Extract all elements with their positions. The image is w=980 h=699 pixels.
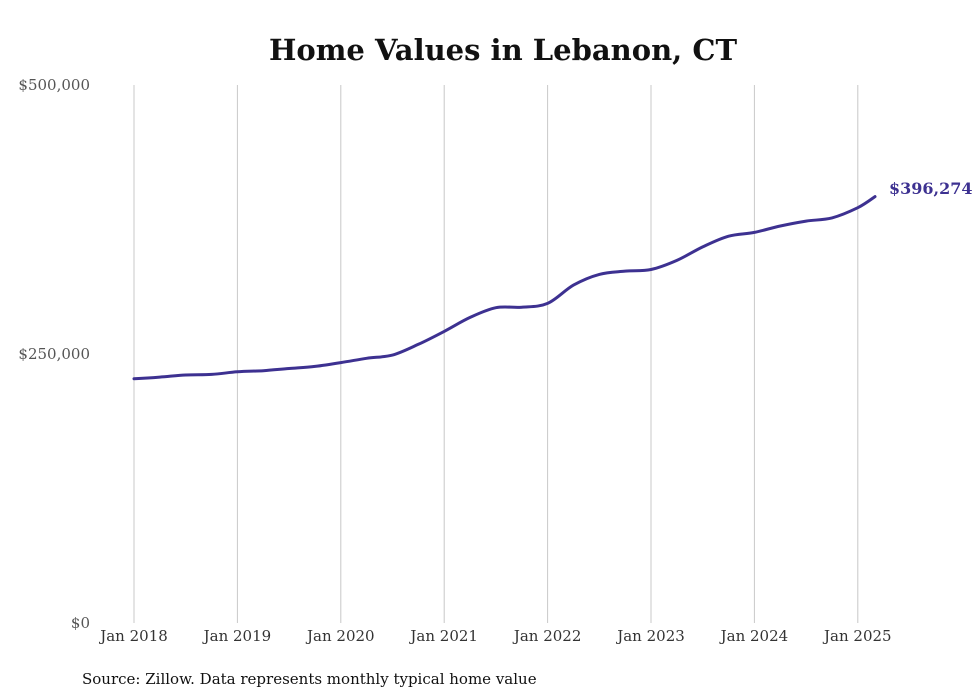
grid-lines (133, 85, 859, 623)
end-value-label: $396,274 (889, 179, 973, 198)
y-axis-ticks: $0 $250,000 $500,000 (18, 76, 90, 632)
x-tick-label: Jan 2021 (408, 627, 478, 645)
x-tick-label: Jan 2024 (719, 627, 789, 645)
x-tick-label: Jan 2025 (822, 627, 892, 645)
x-axis-ticks: Jan 2018 Jan 2019 Jan 2020 Jan 2021 Jan 2022… (98, 627, 891, 645)
x-tick-label: Jan 2018 (98, 627, 168, 645)
series-layer (132, 195, 877, 381)
x-tick-label: Jan 2020 (305, 627, 375, 645)
y-tick-label: $500,000 (18, 76, 90, 94)
source-note: Source: Zillow. Data represents monthly … (82, 670, 537, 688)
x-tick-label: Jan 2023 (615, 627, 685, 645)
x-tick-label: Jan 2019 (202, 627, 272, 645)
y-tick-label: $250,000 (18, 345, 90, 363)
y-tick-label: $0 (71, 614, 90, 632)
chart-title: Home Values in Lebanon, CT (269, 33, 737, 67)
series-line (132, 195, 877, 381)
x-tick-label: Jan 2022 (512, 627, 582, 645)
